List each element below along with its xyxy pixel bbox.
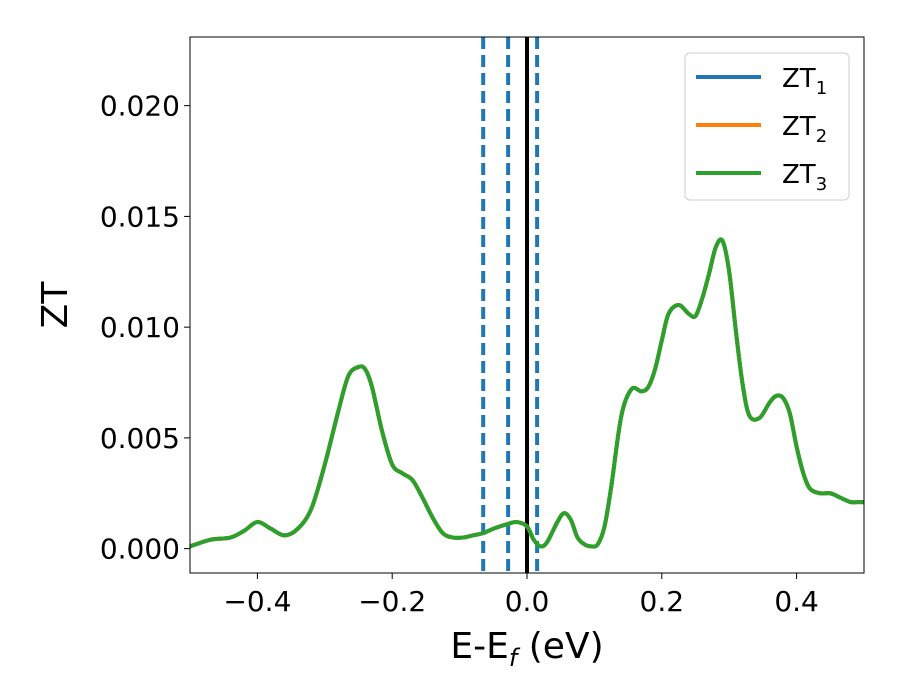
- y-tick-label: 0.005: [100, 422, 180, 455]
- x-tick-label: −0.4: [223, 585, 291, 618]
- x-tick-label: −0.2: [358, 585, 426, 618]
- legend-box: [684, 52, 850, 201]
- x-tick-label: 0.0: [505, 585, 550, 618]
- y-tick-label: 0.020: [100, 90, 180, 123]
- x-axis-title: E-Ef (eV): [450, 626, 603, 672]
- legend-label-zt2: ZT2: [782, 112, 827, 147]
- x-axis-ticks: −0.4 −0.2 0.0 0.2 0.4: [223, 573, 819, 618]
- legend: ZT1 ZT2 ZT3: [684, 52, 850, 201]
- series-lines: [190, 237, 864, 549]
- y-tick-label: 0.015: [100, 200, 180, 233]
- x-tick-label: 0.4: [774, 585, 819, 618]
- y-tick-label: 0.000: [100, 533, 180, 566]
- y-axis-title: ZT: [35, 281, 76, 329]
- legend-label-zt3: ZT3: [782, 160, 827, 195]
- x-tick-label: 0.2: [640, 585, 685, 618]
- y-axis-ticks: 0.000 0.005 0.010 0.015 0.020: [100, 90, 190, 566]
- vertical-reference-lines: [481, 37, 540, 573]
- series-line-zt3: [190, 237, 864, 549]
- y-tick-label: 0.010: [100, 311, 180, 344]
- legend-label-zt1: ZT1: [782, 64, 827, 99]
